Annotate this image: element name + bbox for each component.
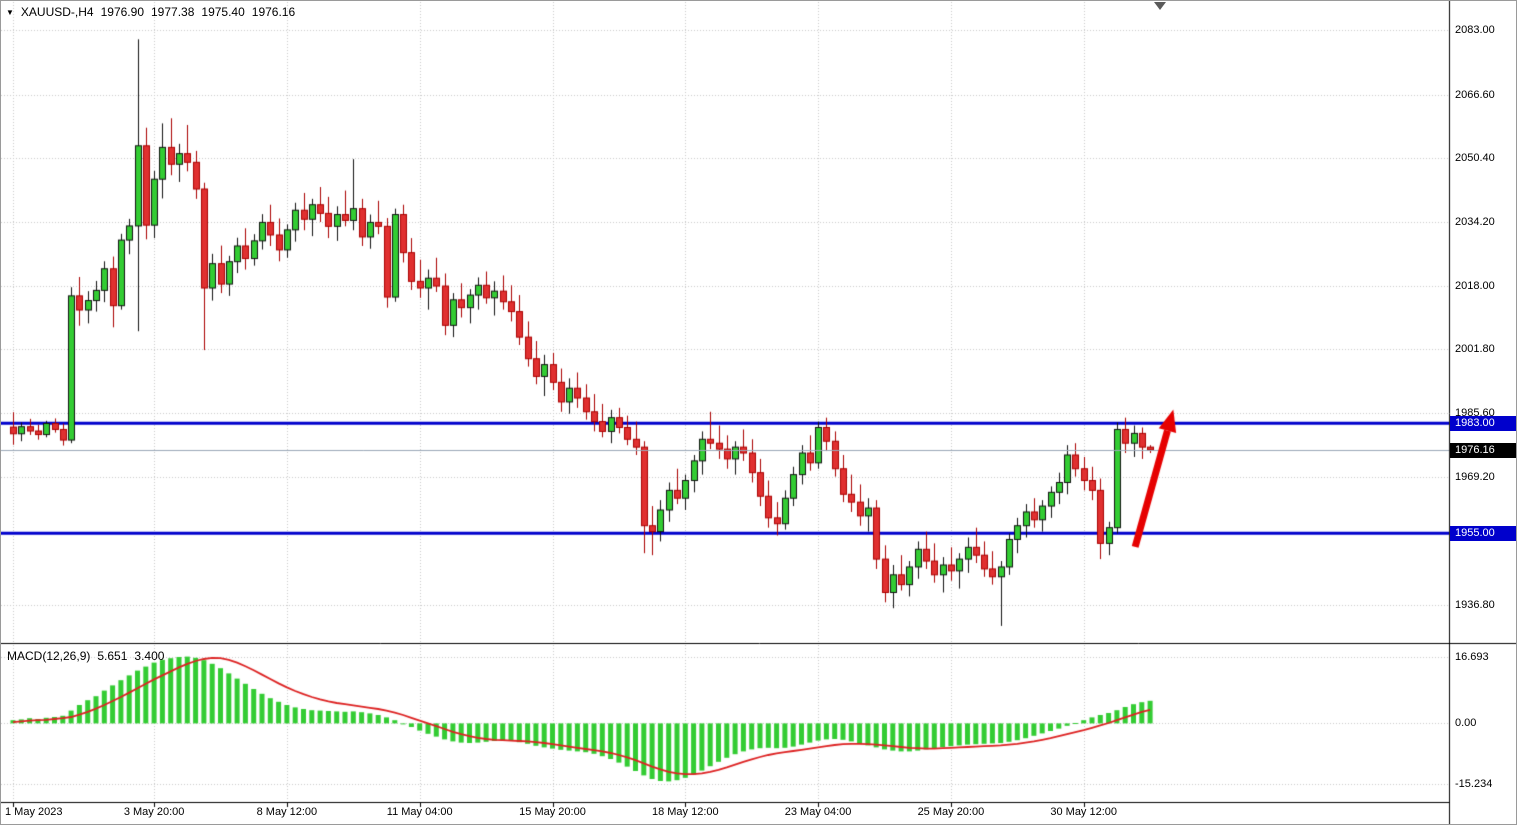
macd-indicator-label: MACD(12,26,9) 5.651 3.400 bbox=[7, 649, 164, 663]
price-tick-label: 2083.00 bbox=[1455, 24, 1495, 37]
ohlc-close-value: 1976.16 bbox=[251, 5, 296, 19]
macd-name-label: MACD(12,26,9) bbox=[7, 649, 91, 663]
macd-signal-value: 3.400 bbox=[134, 649, 165, 663]
macd-tick-label: 0.00 bbox=[1455, 717, 1477, 730]
macd-main-value: 5.651 bbox=[97, 649, 128, 663]
chart-header: ▼ XAUUSD-,H4 1976.90 1977.38 1975.40 197… bbox=[6, 5, 295, 19]
time-tick-label: 8 May 12:00 bbox=[256, 806, 318, 818]
current-price-badge: 1976.16 bbox=[1450, 442, 1516, 458]
price-tick-label: 1936.80 bbox=[1455, 598, 1495, 611]
time-tick-label: 3 May 20:00 bbox=[123, 806, 185, 818]
macd-tick-label: -15.234 bbox=[1455, 778, 1493, 791]
ohlc-high-value: 1977.38 bbox=[151, 5, 195, 19]
price-tick-label: 2034.20 bbox=[1455, 216, 1495, 228]
resistance-price-badge[interactable]: 1983.00 bbox=[1450, 415, 1516, 431]
price-tick-label: 2066.60 bbox=[1455, 88, 1495, 101]
time-tick-label: 18 May 12:00 bbox=[651, 806, 719, 818]
time-tick-label: 23 May 04:00 bbox=[784, 806, 852, 818]
support-price-badge[interactable]: 1955.00 bbox=[1450, 525, 1516, 541]
time-tick-label: 1 May 2023 bbox=[5, 806, 63, 818]
price-axis[interactable]: 2083.00 2066.60 2050.40 2034.20 2018.00 2001.… bbox=[1453, 1, 1516, 824]
price-tick-label: 2001.80 bbox=[1455, 343, 1495, 356]
price-tick-label: 1969.20 bbox=[1455, 471, 1495, 484]
price-tick-label: 2018.00 bbox=[1455, 279, 1495, 292]
ohlc-open-value: 1976.90 bbox=[100, 5, 144, 19]
macd-tick-label: 16.693 bbox=[1455, 650, 1489, 663]
ohlc-low-value: 1975.40 bbox=[201, 5, 245, 19]
time-tick-label: 15 May 20:00 bbox=[519, 806, 586, 818]
symbol-timeframe-label: XAUUSD-,H4 bbox=[20, 5, 94, 19]
time-axis[interactable]: 1 May 2023 3 May 20:00 8 May 12:00 11 May 0… bbox=[1, 804, 1449, 824]
time-tick-label: 25 May 20:00 bbox=[917, 806, 985, 818]
price-tick-label: 2050.40 bbox=[1455, 152, 1495, 165]
time-tick-label: 30 May 12:00 bbox=[1050, 806, 1118, 818]
time-tick-label: 11 May 04:00 bbox=[386, 806, 453, 818]
chart-shift-marker-icon[interactable] bbox=[1154, 2, 1166, 10]
symbol-triangle-icon: ▼ bbox=[6, 8, 14, 17]
